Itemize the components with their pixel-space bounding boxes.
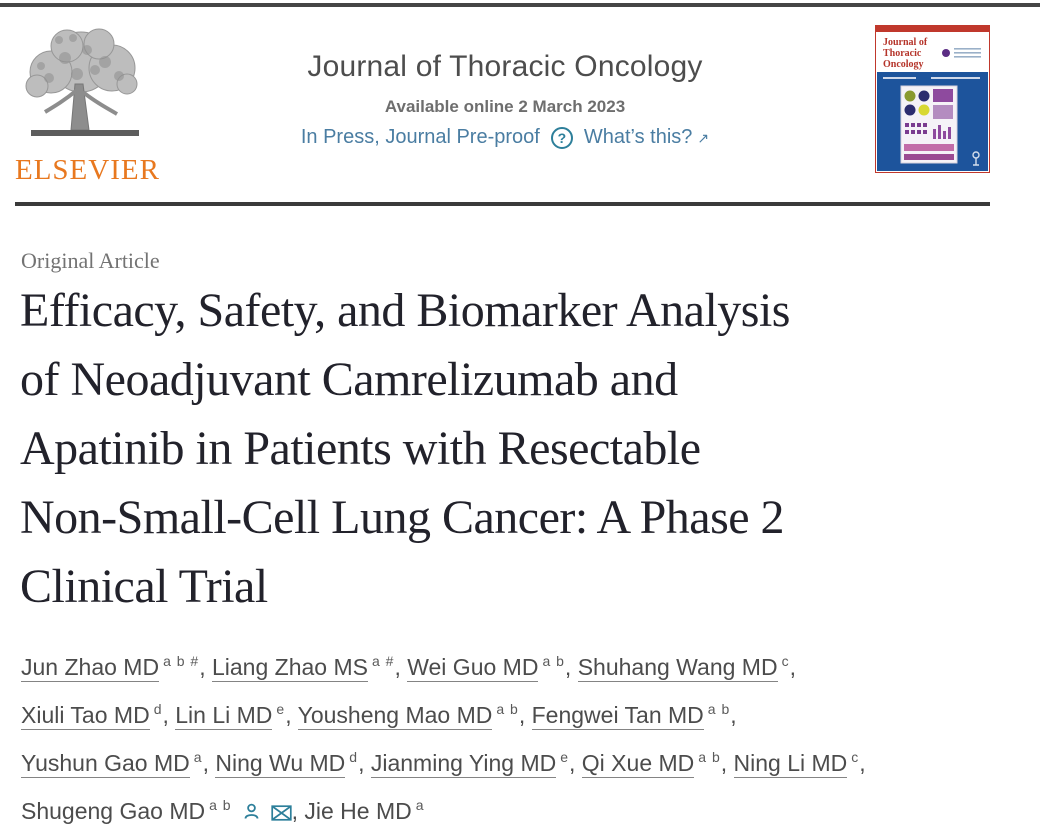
whats-this-link[interactable]: What’s this? ↗ xyxy=(584,126,709,149)
whats-this-label: What’s this? xyxy=(583,126,693,148)
author-separator: , xyxy=(202,750,216,776)
article-title: Efficacy, Safety, and Biomarker Analysis… xyxy=(20,276,1020,621)
author-name[interactable]: Shugeng Gao MD xyxy=(21,798,206,824)
author-superscript: a # xyxy=(371,653,395,669)
author-name[interactable]: Jun Zhao MD xyxy=(21,654,160,682)
article-title-line: Efficacy, Safety, and Biomarker Analysis xyxy=(20,284,790,337)
author-name[interactable]: Lin Li MD xyxy=(175,702,273,730)
author-superscript: a xyxy=(415,797,425,813)
journal-cover-thumbnail[interactable]: Journal of Thoracic Oncology xyxy=(874,24,991,174)
author-name[interactable]: Ning Wu MD xyxy=(215,750,346,778)
envelope-icon[interactable] xyxy=(270,798,292,824)
author-line: Jun Zhao MD a b #, Liang Zhao MS a #, Wei … xyxy=(21,645,1031,693)
author-superscript: d xyxy=(153,701,163,717)
article-title-line: Apatinib in Patients with Resectable xyxy=(20,422,701,475)
author-separator: , xyxy=(358,750,371,776)
cover-title-line: Oncology xyxy=(883,59,924,70)
author-line: Yushun Gao MD a, Ning Wu MD d, Jianming Yi… xyxy=(21,741,1031,789)
in-press-row: In Press, Journal Pre-proof ? What’s thi… xyxy=(180,126,830,149)
author-name[interactable]: Qi Xue MD xyxy=(581,750,695,778)
author-name[interactable]: Jie He MD xyxy=(304,798,412,824)
author-separator: , xyxy=(569,750,582,776)
author-name[interactable]: Yushun Gao MD xyxy=(21,750,190,778)
author-separator: , xyxy=(291,798,305,824)
author-name[interactable]: Shuhang Wang MD xyxy=(577,654,778,682)
author-superscript: c xyxy=(781,653,790,669)
author-separator: , xyxy=(162,702,176,728)
author-superscript: e xyxy=(560,749,570,765)
author-separator: , xyxy=(789,654,796,680)
top-rule xyxy=(0,3,1040,7)
header-divider xyxy=(15,202,990,206)
author-name[interactable]: Liang Zhao MS xyxy=(211,654,368,682)
author-superscript: a b xyxy=(209,797,232,813)
author-superscript: d xyxy=(349,749,359,765)
author-separator: , xyxy=(564,654,578,680)
author-superscript: a xyxy=(193,749,203,765)
article-title-line: Non-Small-Cell Lung Cancer: A Phase 2 xyxy=(20,491,785,544)
author-superscript: a b xyxy=(542,653,565,669)
author-superscript: a b # xyxy=(163,653,200,669)
cover-title-line: Journal of xyxy=(883,37,928,48)
elsevier-tree-icon xyxy=(15,26,153,151)
cover-title-line: Thoracic xyxy=(883,48,922,59)
author-superscript: a b xyxy=(707,701,731,717)
article-title-line: Clinical Trial xyxy=(20,560,268,613)
in-press-status: In Press, Journal Pre-proof xyxy=(300,126,540,148)
author-name[interactable]: Ning Li MD xyxy=(733,750,848,778)
author-separator: , xyxy=(199,654,212,680)
author-line: Shugeng Gao MD a b, Jie He MD a xyxy=(21,789,1031,837)
journal-title-link[interactable]: Journal of Thoracic Oncology xyxy=(307,50,703,83)
author-name[interactable]: Fengwei Tan MD xyxy=(531,702,704,730)
author-superscript: a b xyxy=(496,701,519,717)
author-separator: , xyxy=(720,750,734,776)
author-separator: , xyxy=(518,702,532,728)
elsevier-logo[interactable]: ELSEVIER xyxy=(15,26,165,187)
author-name[interactable]: Wei Guo MD xyxy=(407,654,539,682)
author-superscript: c xyxy=(851,749,860,765)
author-line: Xiuli Tao MD d, Lin Li MD e, Yousheng Mao … xyxy=(21,693,1031,741)
author-list: Jun Zhao MD a b #, Liang Zhao MS a #, Wei … xyxy=(21,645,1031,837)
author-superscript: e xyxy=(276,701,286,717)
article-title-line: of Neoadjuvant Camrelizumab and xyxy=(20,353,678,406)
author-separator: , xyxy=(394,654,408,680)
article-category: Original Article xyxy=(21,248,160,273)
author-separator: , xyxy=(859,750,866,776)
author-separator: , xyxy=(285,702,298,728)
external-link-icon: ↗ xyxy=(697,130,710,146)
person-icon[interactable] xyxy=(242,798,261,824)
help-icon[interactable]: ? xyxy=(550,126,573,149)
author-superscript: a b xyxy=(698,749,721,765)
author-separator: , xyxy=(730,702,737,728)
author-name[interactable]: Xiuli Tao MD xyxy=(21,702,150,730)
elsevier-wordmark: ELSEVIER xyxy=(15,154,160,186)
available-online-date: Available online 2 March 2023 xyxy=(384,97,626,116)
author-name[interactable]: Yousheng Mao MD xyxy=(297,702,493,730)
author-name[interactable]: Jianming Ying MD xyxy=(370,750,557,778)
journal-header: Journal of Thoracic Oncology Available o… xyxy=(180,50,830,149)
